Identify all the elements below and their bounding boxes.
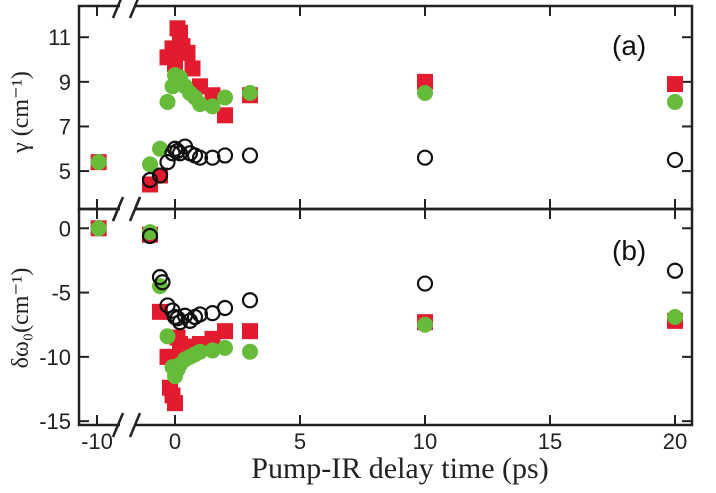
axis-break-slash: [111, 412, 125, 438]
data-point-square: [172, 24, 188, 41]
axis-break-slash: [128, 0, 139, 19]
x-tick-label: -10: [81, 429, 113, 454]
data-point-green-circle: [217, 339, 233, 356]
data-point-green-circle: [204, 342, 221, 359]
data-point-square: [167, 395, 183, 412]
data-point-open-circle: [141, 171, 159, 189]
data-point-green-circle: [152, 140, 168, 157]
data-point-green-circle: [159, 93, 176, 110]
data-point-open-circle: [216, 147, 234, 164]
data-point-square: [184, 60, 201, 77]
data-point-green-circle: [667, 309, 683, 325]
x-tick-label: 20: [663, 429, 687, 454]
data-point-open-circle: [166, 140, 184, 157]
data-point-open-circle: [241, 292, 259, 309]
axis-break-gap: [120, 411, 134, 439]
data-point-open-circle: [159, 154, 176, 171]
y-tick-label: -5: [51, 281, 71, 306]
data-point-square: [204, 330, 221, 347]
axis-break-slash: [111, 196, 125, 222]
x-tick-label: 10: [413, 429, 437, 454]
data-point-open-circle: [666, 151, 684, 169]
y-tick-label: 0: [59, 216, 71, 241]
data-point-square: [179, 44, 196, 61]
axis-break-slash: [111, 0, 122, 19]
data-point-square: [217, 323, 233, 340]
y-tick-label: 11: [48, 25, 71, 50]
axis-break-gap: [120, 0, 134, 20]
data-point-square: [204, 87, 221, 104]
data-point-square: [417, 73, 433, 90]
data-point-green-circle: [192, 343, 208, 360]
data-point-green-circle: [159, 328, 176, 345]
data-point-open-circle: [416, 275, 434, 292]
y-tick-label: 7: [59, 114, 71, 139]
data-point-green-circle: [204, 98, 221, 115]
data-point-open-circle: [416, 149, 434, 166]
panel-b: 0 -5 -10 -15 -10 0 5 10 15 20: [39, 195, 694, 454]
x-tick-label: 15: [538, 429, 562, 454]
axis-break-slash: [128, 196, 142, 222]
y-axis-label-b: δω₀(cm⁻¹): [8, 268, 34, 369]
axis-break-gap: [120, 195, 134, 223]
data-point-open-circle: [141, 227, 159, 245]
data-point-green-circle: [142, 224, 158, 241]
data-point-green-circle: [242, 85, 258, 101]
panel-label-b: (b): [612, 235, 646, 266]
data-point-open-circle: [151, 167, 169, 184]
x-tick-label: 0: [169, 429, 181, 454]
data-point-open-circle: [176, 307, 194, 324]
data-point-square: [217, 107, 233, 124]
data-point-green-circle: [90, 220, 107, 237]
data-point-green-circle: [417, 85, 433, 101]
data-point-open-circle: [159, 297, 176, 314]
x-tick-label: 5: [294, 429, 306, 454]
panel-a: 5 7 9 11: [48, 0, 694, 223]
data-point-square: [152, 303, 168, 320]
data-point-green-circle: [192, 96, 208, 113]
y-tick-label: -15: [39, 409, 71, 434]
data-point-open-circle: [666, 262, 684, 279]
data-point-green-circle: [417, 316, 433, 333]
x-axis-label: Pump-IR delay time (ps): [251, 452, 548, 485]
data-point-green-circle: [242, 343, 258, 360]
y-tick-label: -10: [39, 345, 71, 370]
axis-break-slash: [128, 412, 142, 438]
data-point-square: [167, 56, 183, 72]
y-axis-label-a: γ (cm⁻¹): [8, 71, 34, 154]
data-point-green-circle: [90, 154, 107, 171]
data-point-open-circle: [216, 299, 234, 317]
data-point-square: [242, 323, 258, 340]
data-point-open-circle: [154, 274, 171, 291]
data-point-green-circle: [217, 89, 233, 106]
data-point-open-circle: [241, 147, 259, 164]
y-tick-label: 5: [59, 159, 71, 184]
plot-frame: [77, 207, 694, 427]
y-tick-label: 9: [59, 70, 71, 95]
data-point-green-circle: [667, 93, 683, 110]
data-point-open-circle: [191, 306, 209, 323]
data-point-open-circle: [191, 149, 209, 166]
panel-label-a: (a): [612, 30, 646, 61]
data-point-square: [667, 76, 683, 93]
data-point-green-circle: [142, 156, 158, 173]
